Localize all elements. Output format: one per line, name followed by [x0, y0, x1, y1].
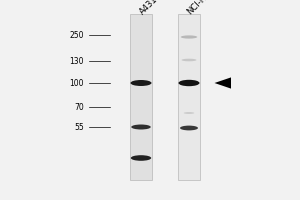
Ellipse shape	[181, 35, 197, 39]
Ellipse shape	[130, 80, 152, 86]
Text: NCI-H1299: NCI-H1299	[186, 0, 224, 16]
Text: 130: 130	[70, 56, 84, 66]
Ellipse shape	[182, 59, 196, 61]
Text: 55: 55	[74, 122, 84, 132]
Text: 100: 100	[70, 78, 84, 88]
Ellipse shape	[180, 126, 198, 130]
Ellipse shape	[178, 80, 200, 86]
Ellipse shape	[184, 112, 194, 114]
Polygon shape	[214, 77, 231, 89]
Ellipse shape	[131, 155, 151, 161]
Text: 70: 70	[74, 102, 84, 112]
Bar	[178, 14, 200, 180]
Text: 250: 250	[70, 30, 84, 40]
Ellipse shape	[131, 124, 151, 130]
Bar	[130, 14, 152, 180]
Text: A431: A431	[138, 0, 159, 16]
